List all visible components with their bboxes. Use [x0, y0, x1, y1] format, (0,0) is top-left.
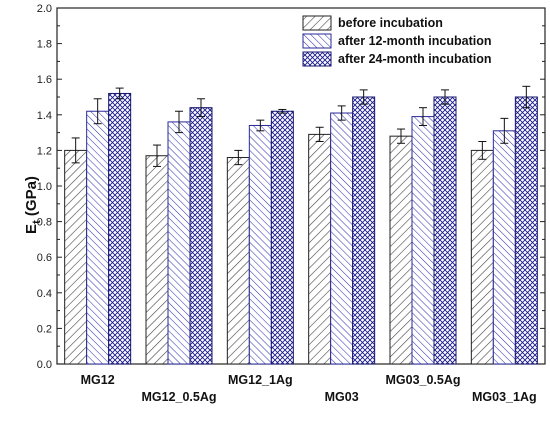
y-tick-label: 1.4	[37, 110, 52, 122]
bar-after12	[411, 116, 435, 365]
legend-item-after24: after 24-month incubation	[302, 51, 491, 67]
bar-before	[470, 149, 494, 365]
legend-item-before: before incubation	[302, 15, 443, 31]
y-axis-label-subscript: t	[31, 220, 43, 224]
bar-after24	[189, 107, 213, 365]
bar-after12	[248, 124, 272, 365]
legend-swatch	[302, 33, 332, 49]
x-tick-label: MG03_0.5Ag	[385, 373, 460, 387]
x-tick-label: MG03_1Ag	[472, 390, 537, 404]
x-tick-label: MG12_0.5Ag	[141, 390, 216, 404]
legend-item-after12: after 12-month incubation	[302, 33, 491, 49]
legend-label: after 24-month incubation	[338, 52, 491, 66]
bar-before	[389, 135, 413, 365]
x-axis: MG12 MG12_0.5Ag MG12_1Ag MG03 MG03_0.5Ag MG03…	[81, 359, 537, 404]
y-tick-label: 0.0	[37, 359, 52, 371]
bar-group-mg12-0-5ag	[145, 98, 213, 365]
y-tick-label: 2.0	[37, 3, 52, 15]
bars	[64, 85, 538, 365]
y-tick-label: 0.8	[37, 217, 52, 229]
bar-after24	[514, 96, 538, 365]
bar-after24	[270, 110, 294, 365]
bar-after24	[433, 96, 457, 365]
y-tick-label: 0.2	[37, 323, 52, 335]
legend-label: before incubation	[338, 16, 443, 30]
bar-after12	[492, 130, 516, 365]
bar-group-mg03	[308, 89, 376, 365]
y-tick-label: 0.4	[37, 288, 52, 300]
bar-group-mg12-1ag	[226, 108, 294, 365]
y-axis-label: Et (GPa)	[23, 176, 43, 234]
bar-before	[308, 133, 332, 365]
bar-before	[145, 155, 169, 365]
bar-before	[226, 157, 250, 365]
bar-after24	[352, 96, 376, 365]
bar-group-mg03-1ag	[470, 85, 538, 365]
x-tick-label: MG03	[325, 390, 359, 404]
legend-swatch	[302, 51, 332, 67]
bar-group-mg03-0-5ag	[389, 89, 457, 365]
legend-label: after 12-month incubation	[338, 34, 491, 48]
bar-group-mg12	[64, 87, 132, 365]
y-tick-label: 1.6	[37, 74, 52, 86]
bar-after12	[330, 112, 354, 365]
y-tick-label: 1.8	[37, 39, 52, 51]
legend: before incubation after 12-month incubati…	[302, 15, 491, 67]
legend-swatch	[302, 15, 332, 31]
x-tick-label: MG12	[81, 373, 115, 387]
y-axis-label-main: E	[23, 224, 40, 234]
y-tick-label: 1.0	[37, 181, 52, 193]
y-axis: 0.0 0.2 0.4 0.6 0.8 1.0 1.2 1.4 1.6 1.8 2.0	[37, 3, 545, 371]
bar-after12	[167, 121, 191, 365]
y-tick-label: 0.6	[37, 252, 52, 264]
bar-after24	[108, 92, 132, 365]
bar-after12	[86, 110, 110, 365]
x-tick-label: MG12_1Ag	[228, 373, 293, 387]
y-axis-label-unit: (GPa)	[23, 176, 40, 220]
y-tick-label: 1.2	[37, 145, 52, 157]
bar-before	[64, 149, 88, 365]
